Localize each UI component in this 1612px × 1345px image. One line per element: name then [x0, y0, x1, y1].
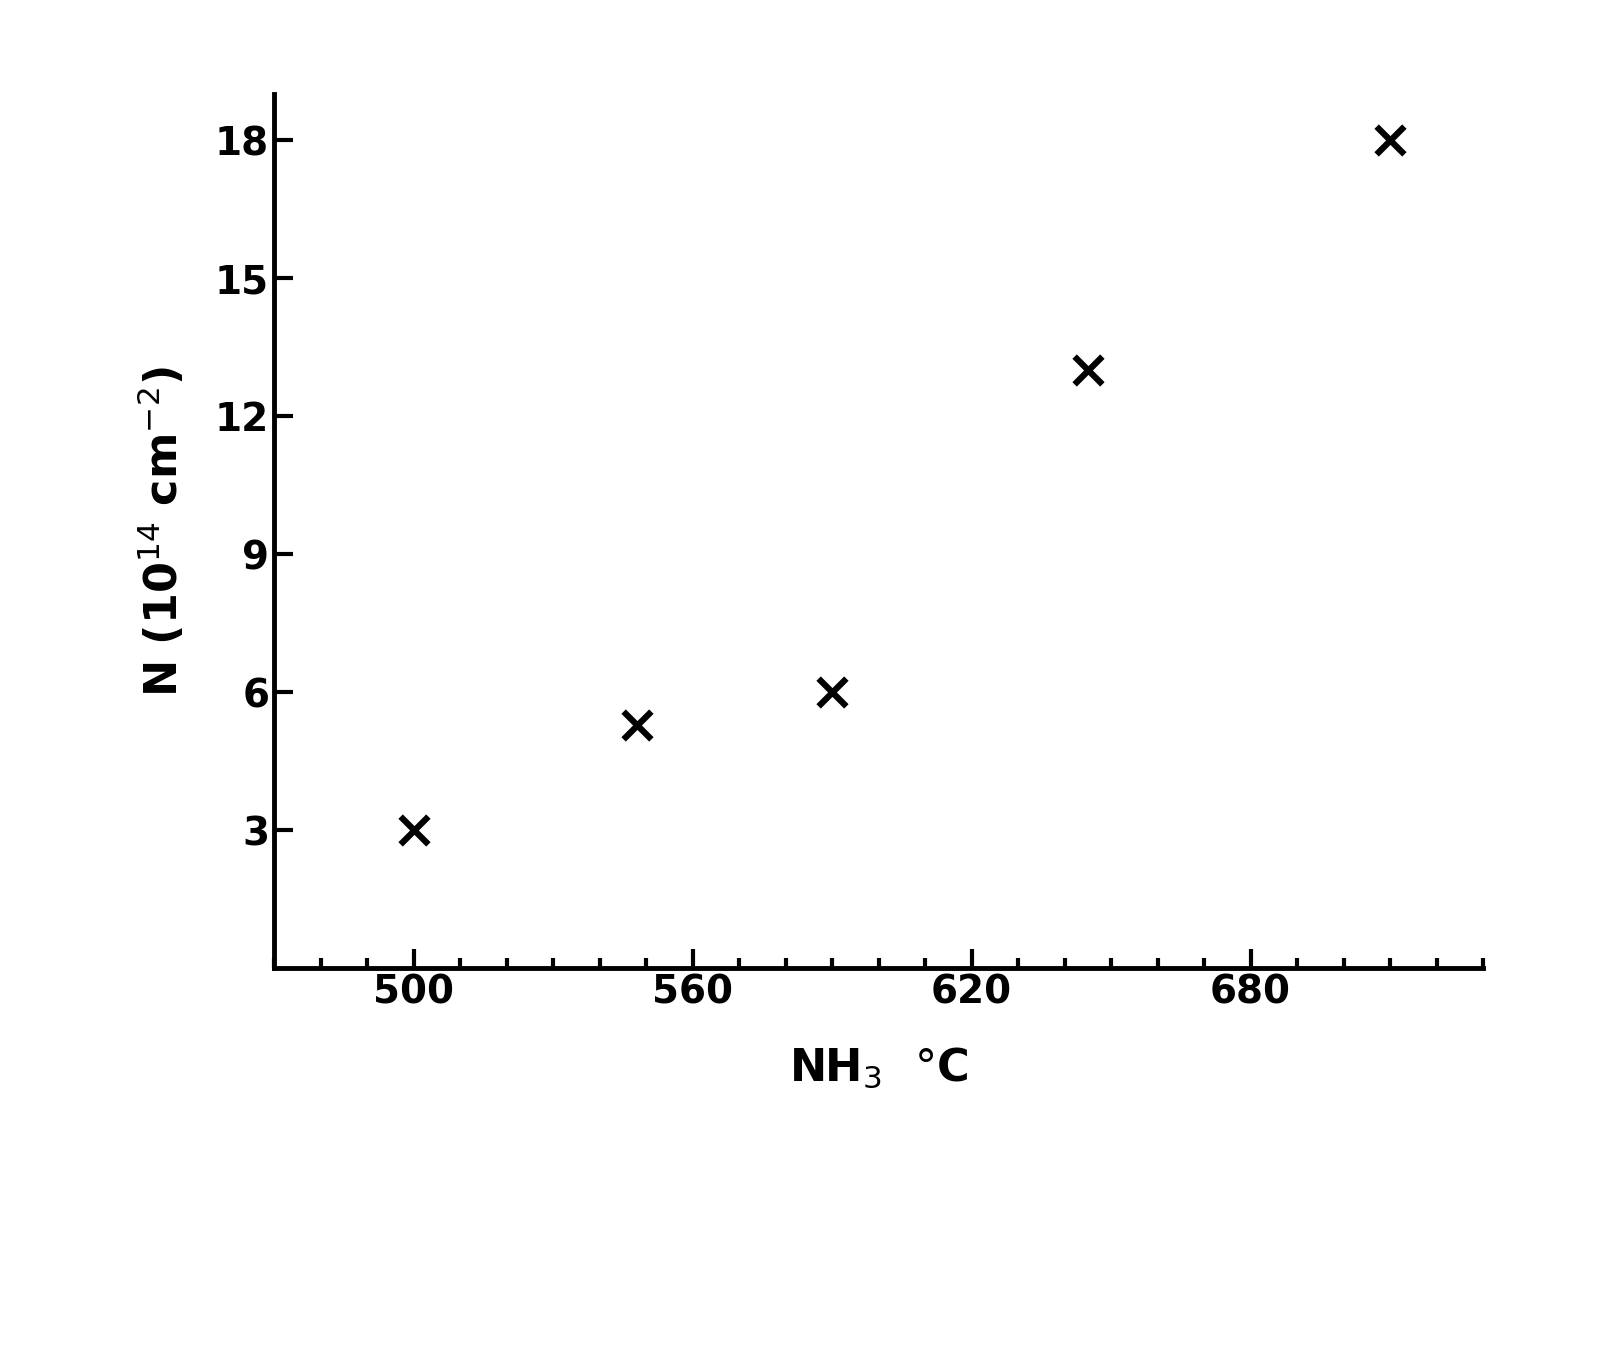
Point [401, 819, 427, 841]
Point [819, 682, 845, 703]
Point [1377, 129, 1402, 151]
Y-axis label: N (10$^{14}$ cm$^{-2}$): N (10$^{14}$ cm$^{-2}$) [137, 366, 187, 697]
Point [624, 714, 650, 736]
X-axis label: NH$_3$  $\degree$C: NH$_3$ $\degree$C [788, 1046, 969, 1091]
Point [1075, 359, 1101, 381]
